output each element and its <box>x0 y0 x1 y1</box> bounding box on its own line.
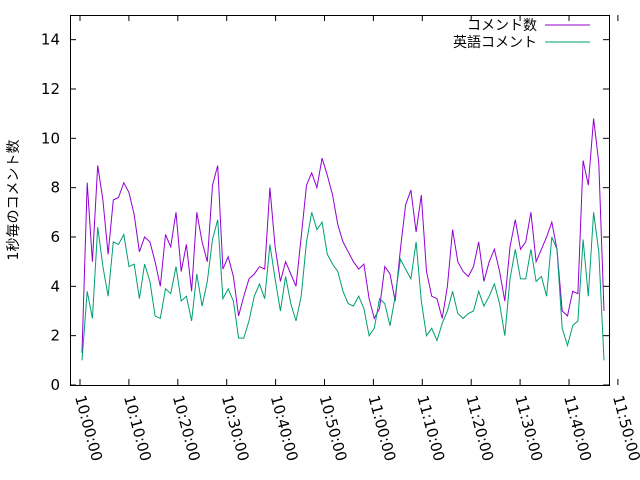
y-tick-label: 12 <box>41 80 60 98</box>
series-line-0 <box>81 118 605 353</box>
series-line-1 <box>81 212 605 361</box>
y-tick-label: 4 <box>50 277 60 295</box>
x-tick-label: 10:50:00 <box>316 393 351 463</box>
y-tick-label: 8 <box>50 179 60 197</box>
x-tick-label: 11:30:00 <box>511 393 546 463</box>
y-axis: 0 2 4 6 8 10 12 14 <box>41 31 609 394</box>
legend-label: 英語コメント <box>453 34 537 51</box>
x-tick-label: 11:00:00 <box>365 393 400 463</box>
x-tick-label: 11:50:00 <box>609 393 640 463</box>
y-tick-label: 0 <box>50 376 60 394</box>
x-tick-label: 10:20:00 <box>169 393 204 463</box>
x-tick-label: 11:10:00 <box>413 393 448 463</box>
x-tick-label: 10:10:00 <box>120 393 155 463</box>
x-tick-label: 10:30:00 <box>218 393 253 463</box>
x-tick-label: 10:00:00 <box>71 393 106 463</box>
plot-border <box>70 15 610 386</box>
x-tick-label: 10:40:00 <box>267 393 302 463</box>
y-tick-label: 6 <box>50 228 60 246</box>
y-axis-label: 1秒毎のコメント数 <box>6 140 22 261</box>
legend-label: コメント数 <box>467 18 537 34</box>
x-tick-label: 11:40:00 <box>560 393 595 463</box>
y-tick-label: 14 <box>41 31 60 49</box>
series-layer <box>81 118 605 361</box>
y-tick-label: 10 <box>41 129 60 147</box>
y-tick-label: 2 <box>50 327 60 345</box>
x-tick-label: 11:20:00 <box>462 393 497 463</box>
